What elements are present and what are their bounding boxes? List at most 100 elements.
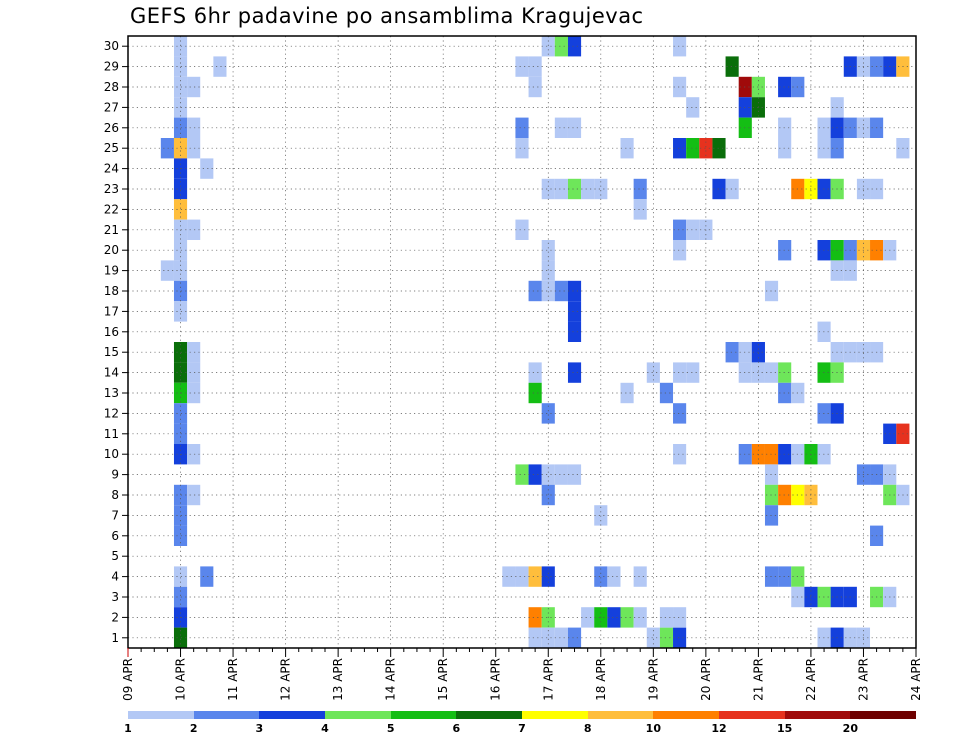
y-tick-label: 9 [111, 468, 119, 482]
heatmap-cell [528, 464, 542, 485]
heatmap-cell [633, 178, 647, 200]
y-tick-label: 19 [104, 264, 119, 278]
heatmap-cell [725, 56, 739, 77]
heatmap-cell [541, 566, 555, 587]
y-tick-label: 10 [104, 447, 119, 461]
colorbar-labels: 1 2 3 4 5 6 7 8 10 12 15 20 [0, 722, 960, 738]
x-tick-label: 15 APR [436, 658, 450, 701]
colorbar-label: 2 [189, 722, 198, 735]
heatmap-cell [502, 566, 516, 587]
heatmap-cell [173, 627, 188, 648]
heatmap-cell [528, 627, 542, 648]
y-tick-label: 25 [104, 141, 119, 155]
heatmap-cell [515, 56, 529, 77]
y-tick-label: 22 [104, 202, 119, 216]
colorbar-swatch [784, 711, 851, 719]
heatmap-cell [173, 566, 188, 587]
y-tick-label: 1 [111, 631, 119, 645]
colorbar [128, 711, 917, 719]
colorbar-swatch [193, 711, 260, 719]
heatmap-cell [738, 76, 752, 98]
heatmap-cell [173, 138, 188, 159]
x-tick-label: 14 APR [384, 658, 398, 701]
heatmap-cell [567, 321, 582, 342]
y-tick-label: 26 [104, 121, 119, 135]
heatmap-cell [567, 362, 582, 383]
x-tick-label: 13 APR [331, 658, 345, 701]
heatmap-cell [554, 464, 568, 485]
heatmap-cell [173, 586, 188, 608]
y-tick-label: 28 [104, 80, 119, 94]
y-tick-label: 30 [104, 39, 119, 53]
y-tick-label: 2 [111, 610, 119, 624]
heatmap-cell [173, 76, 188, 98]
y-tick-label: 18 [104, 284, 119, 298]
heatmap-cell [173, 260, 188, 281]
heatmap-cell [173, 240, 188, 261]
colorbar-swatch [259, 711, 326, 719]
heatmap-cell [187, 362, 201, 383]
colorbar-label: 15 [777, 722, 793, 735]
heatmap-cell [515, 117, 529, 138]
x-tick-label: 24 APR [909, 658, 923, 701]
heatmap-cell [659, 627, 674, 648]
heatmap-cell [633, 607, 647, 628]
y-tick-label: 12 [104, 406, 119, 420]
heatmap-cell [686, 362, 700, 383]
heatmap-cell [515, 138, 529, 159]
heatmap-cell [738, 362, 752, 383]
heatmap-cell [200, 566, 214, 587]
y-tick-label: 23 [104, 182, 119, 196]
heatmap-cell [173, 280, 188, 302]
heatmap-cell [581, 607, 595, 628]
heatmap-cell [673, 607, 687, 628]
heatmap-cell [541, 627, 555, 648]
heatmap-cell [173, 484, 188, 506]
heatmap-cell [213, 56, 227, 77]
heatmap-cell [187, 342, 201, 363]
y-tick-label: 11 [104, 427, 119, 441]
heatmap-cell [541, 484, 555, 506]
heatmap-cell [187, 76, 201, 98]
heatmap-cell [187, 117, 201, 138]
heatmap-cell [173, 342, 188, 363]
heatmap-cell [567, 178, 582, 200]
colorbar-label: 4 [321, 722, 329, 735]
colorbar-label: 3 [255, 722, 264, 735]
heatmap-cell [160, 138, 174, 159]
colorbar-swatch [390, 711, 457, 719]
colorbar-swatch [719, 711, 785, 719]
heatmap-cell [673, 627, 687, 648]
colorbar-swatch [325, 711, 391, 719]
heatmap-cell [515, 566, 529, 587]
colorbar-label: 5 [386, 722, 395, 735]
heatmap-cell [528, 607, 542, 628]
heatmap-cell [725, 342, 739, 363]
heatmap-cell [200, 158, 214, 179]
heatmap-cell [187, 444, 201, 465]
heatmap-cell [581, 178, 595, 200]
heatmap-cell [554, 178, 568, 200]
heatmap-cell [173, 56, 188, 77]
heatmap-cell [173, 178, 188, 200]
x-tick-label: 18 APR [594, 658, 608, 701]
heatmap-cell [187, 382, 201, 404]
heatmap-cell [673, 240, 687, 261]
colorbar-swatch [128, 711, 194, 719]
y-tick-label: 7 [111, 508, 119, 522]
colorbar-swatch [653, 711, 720, 719]
heatmap-cell [686, 219, 700, 240]
y-tick-label: 16 [104, 325, 119, 339]
y-tick-label: 24 [104, 162, 119, 176]
heatmap-cell [173, 403, 188, 424]
chart-title: GEFS 6hr padavine po ansamblima Kragujev… [130, 4, 644, 28]
heatmap-cell [554, 36, 568, 57]
heatmap-cell [567, 36, 582, 57]
x-axis: 09 APR 10 APR 11 APR 12 APR 13 APR 14 APR 15 A… [121, 648, 923, 701]
y-tick-label: 4 [111, 570, 119, 584]
heatmap-cell [567, 464, 582, 485]
heatmap-cell [673, 76, 687, 98]
x-tick-label: 10 APR [174, 658, 188, 701]
x-tick-label: 09 APR [121, 658, 135, 701]
heatmap-cell [173, 301, 188, 322]
